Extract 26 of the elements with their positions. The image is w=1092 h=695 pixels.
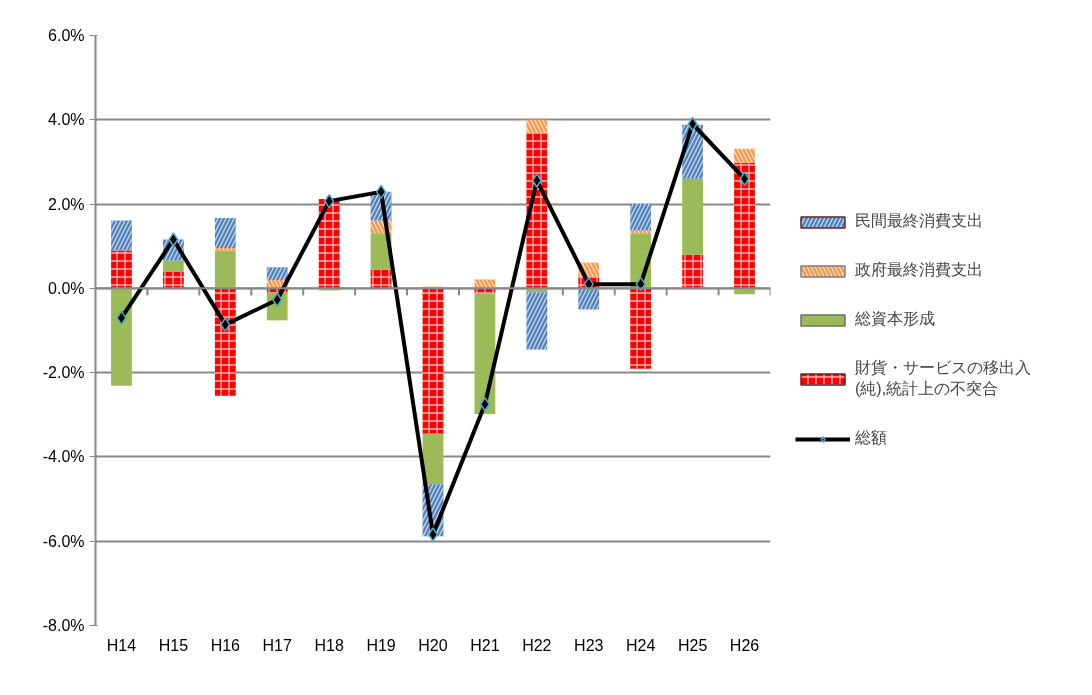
x-tick-label: H25 bbox=[677, 636, 708, 654]
y-tick-label: -4.0% bbox=[42, 448, 85, 466]
x-tick-label: H21 bbox=[470, 636, 500, 654]
x-tick-label: H19 bbox=[366, 636, 396, 654]
x-tick-label: H22 bbox=[522, 636, 552, 654]
legend-label: 政府最終消費支出 bbox=[855, 260, 983, 280]
x-tick-label: H14 bbox=[106, 636, 137, 654]
y-tick-label: -6.0% bbox=[42, 532, 85, 550]
x-tick-label: H20 bbox=[418, 636, 448, 654]
y-tick-label: 6.0% bbox=[48, 27, 85, 44]
x-tick-label: H16 bbox=[210, 636, 241, 654]
x-tick-label: H18 bbox=[314, 636, 344, 654]
legend-label: 財貨・サービスの移出入(純),統計上の不突合 bbox=[855, 358, 1031, 399]
legend-label: 総資本形成 bbox=[855, 309, 935, 329]
y-tick-label: -8.0% bbox=[42, 617, 85, 634]
y-tick-label: 4.0% bbox=[48, 111, 85, 129]
y-tick-label: 2.0% bbox=[48, 195, 85, 213]
x-tick-label: H24 bbox=[626, 636, 656, 654]
legend-label: 民間最終消費支出 bbox=[855, 211, 983, 231]
x-tick-label: H15 bbox=[158, 636, 189, 654]
y-tick-label: 0.0% bbox=[48, 279, 85, 297]
x-tick-label: H26 bbox=[729, 636, 760, 654]
x-tick-label: H23 bbox=[574, 636, 604, 654]
y-tick-label: -2.0% bbox=[42, 364, 85, 382]
x-tick-label: H17 bbox=[262, 636, 293, 654]
legend-label: 総額 bbox=[855, 428, 887, 448]
